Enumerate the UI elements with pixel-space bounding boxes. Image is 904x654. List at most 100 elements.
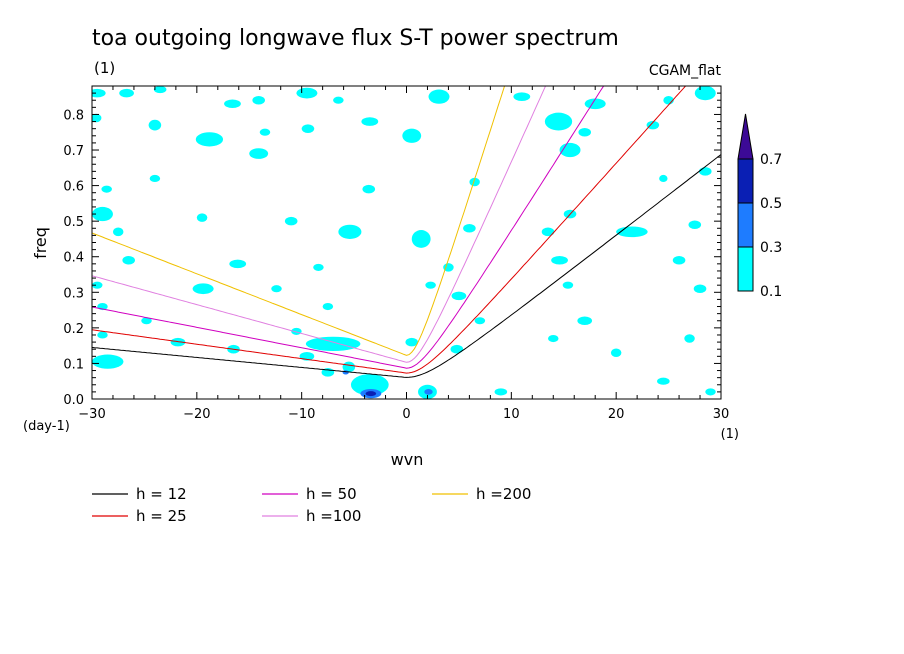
dispersion-curve-h25 <box>92 86 687 374</box>
contour-blob-67 <box>305 336 361 351</box>
contour-blob-57 <box>474 317 486 325</box>
contour-blob-34 <box>338 224 362 239</box>
colorbar-segment-1 <box>737 202 754 248</box>
contour-blob-42 <box>229 259 247 269</box>
contour-blob-62 <box>405 337 419 347</box>
contour-blob-37 <box>541 227 555 237</box>
contour-blob-70 <box>92 354 124 369</box>
y-axis: 0.0 0.1 0.2 0.3 0.4 0.5 0.6 0.7 0.8 <box>63 85 721 408</box>
dispersion-curve-layer <box>92 86 721 378</box>
contour-blob-2 <box>153 86 167 94</box>
contour-blob-9 <box>584 98 606 110</box>
contour-blob-76 <box>657 377 670 385</box>
contour-blob-36 <box>463 224 476 233</box>
contour-blob-12 <box>92 113 102 123</box>
contour-blob-52 <box>562 281 574 289</box>
x-tick-label: −30 <box>78 407 105 422</box>
dispersion-curve-h100 <box>92 86 547 363</box>
contour-blob-35 <box>411 230 431 248</box>
contour-blob-16 <box>301 124 315 133</box>
contour-blob-75 <box>494 388 508 396</box>
contour-blob-11 <box>694 86 716 101</box>
contour-blob-47 <box>92 281 103 289</box>
contour-blob-65 <box>610 348 622 358</box>
contour-blob-59 <box>97 331 108 339</box>
contour-blob-14 <box>195 132 224 147</box>
x-tick-label: −20 <box>183 407 210 422</box>
contour-blob-28 <box>659 174 668 183</box>
x-axis-label: wvn <box>391 450 424 469</box>
contour-blob-41 <box>122 256 135 265</box>
contour-blob-4 <box>252 95 265 105</box>
contour-blob-23 <box>149 174 161 183</box>
contour-blob-53 <box>693 284 707 294</box>
contour-blob-15 <box>259 128 271 136</box>
y-unit-label: (day-1) <box>23 419 70 434</box>
colorbar-label: 0.1 <box>760 284 782 300</box>
contour-blob-6 <box>333 96 344 104</box>
contour-blob-79 <box>365 391 377 397</box>
legend-label: h = 50 <box>306 485 357 503</box>
contour-blob-18 <box>402 128 422 143</box>
colorbar-segment-0 <box>737 246 754 292</box>
contour-blob-19 <box>544 112 573 131</box>
contour-blob-22 <box>249 148 269 159</box>
contour-blob-20 <box>578 127 592 137</box>
contour-blob-81 <box>424 389 433 395</box>
contour-blob-66 <box>684 334 695 343</box>
y-tick-label: 0.6 <box>63 180 84 195</box>
contour-blob-25 <box>362 184 376 194</box>
contour-blob-48 <box>192 283 214 295</box>
legend-label: h =200 <box>476 485 531 503</box>
colorbar-label: 0.3 <box>760 240 782 256</box>
y-axis-label: freq <box>31 227 50 259</box>
legend-label: h = 12 <box>136 485 187 503</box>
legend: h = 12 h = 25 h = 50 h =100 h =200 <box>92 485 531 525</box>
contour-blob-8 <box>513 92 531 101</box>
y-tick-label: 0.0 <box>63 393 84 408</box>
colorbar-label: 0.7 <box>760 152 782 168</box>
legend-label: h =100 <box>306 507 361 525</box>
contour-blob-43 <box>313 263 324 271</box>
x-tick-label: 20 <box>608 407 625 422</box>
y-tick-label: 0.5 <box>63 215 84 230</box>
x-unit-label: (1) <box>721 427 739 442</box>
colorbar-label: 0.5 <box>760 196 782 212</box>
x-axis: −30 −20 −10 0 10 20 30 <box>78 86 729 422</box>
contour-blob-55 <box>141 317 152 325</box>
contour-blob-51 <box>451 291 467 301</box>
contour-blob-45 <box>551 256 568 265</box>
x-tick-label: 0 <box>402 407 410 422</box>
y-tick-label: 0.8 <box>63 108 84 123</box>
chart-title: toa outgoing longwave flux S-T power spe… <box>92 26 619 51</box>
x-tick-label: 10 <box>503 407 520 422</box>
dispersion-curve-h50 <box>92 86 605 369</box>
contour-blob-17 <box>361 117 379 126</box>
contour-blob-46 <box>672 256 686 265</box>
y-tick-label: 0.7 <box>63 144 84 159</box>
contour-blob-33 <box>284 216 298 226</box>
contour-blob-1 <box>119 88 134 98</box>
chart-subtitle-left: (1) <box>94 59 115 77</box>
contour-blob-56 <box>322 302 334 311</box>
contour-blob-7 <box>428 89 450 104</box>
contour-blob-32 <box>196 213 208 222</box>
colorbar-segment-2 <box>737 158 754 204</box>
contour-blob-30 <box>92 206 113 222</box>
colorbar-extend-arrow <box>737 113 754 160</box>
contour-blob-49 <box>271 285 282 293</box>
legend-label: h = 25 <box>136 507 187 525</box>
contour-blob-58 <box>577 316 593 326</box>
contour-blob-50 <box>425 281 436 289</box>
contour-blob-73 <box>350 374 389 396</box>
contour-blob-3 <box>224 99 241 109</box>
colorbar: 0.1 0.3 0.5 0.7 <box>737 113 782 300</box>
contour-blob-40 <box>688 220 702 229</box>
dispersion-curve-h12 <box>92 154 721 378</box>
contour-blob-26 <box>469 177 480 187</box>
contour-blob-21 <box>646 120 660 130</box>
contour-blob-63 <box>450 344 464 354</box>
contour-blob-31 <box>112 227 124 237</box>
contour-layer <box>92 86 716 399</box>
